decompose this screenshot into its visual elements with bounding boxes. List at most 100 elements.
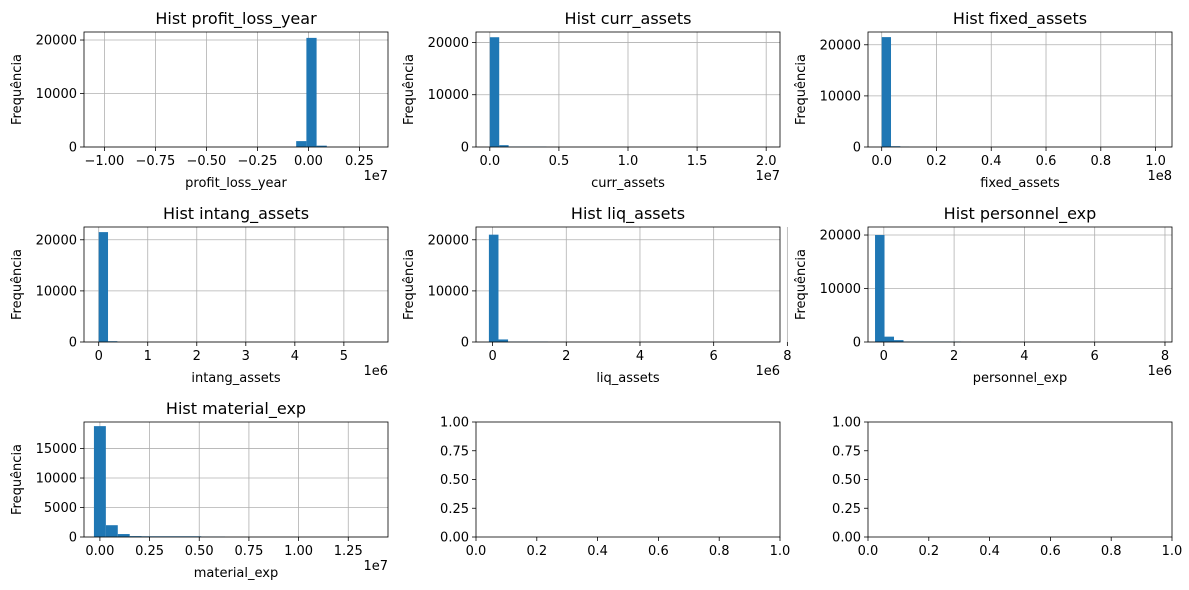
x-tick-label: 1.0 — [770, 544, 791, 559]
y-tick-label: 10000 — [428, 88, 469, 103]
x-tick-label: 0.00 — [294, 154, 323, 169]
y-tick-label: 0.00 — [832, 531, 861, 546]
x-tick-label: 6 — [1091, 349, 1099, 364]
x-tick-label: 0.0 — [871, 154, 892, 169]
x-offset-text: 1e6 — [363, 364, 388, 379]
x-tick-label: 0.5 — [549, 154, 570, 169]
y-tick-label: 0 — [69, 531, 77, 546]
x-tick-label: 0.4 — [587, 544, 608, 559]
x-tick-label: 0.0 — [858, 544, 879, 559]
x-axis-label: material_exp — [194, 566, 278, 581]
y-axis-label: Frequência — [402, 54, 417, 125]
x-tick-label: 0.50 — [185, 544, 214, 559]
x-offset-text: 1e7 — [363, 559, 388, 574]
subplot-title: Hist liq_assets — [571, 204, 685, 224]
x-tick-label: 0.2 — [918, 544, 939, 559]
x-axis-label: intang_assets — [191, 371, 281, 386]
subplot-1: −1.00 −0.75 −0.50 −0.25 0.00 0.25 0 10000 20000 H… — [10, 9, 389, 191]
axes-frame — [83, 226, 389, 343]
x-tick-label: 0.2 — [926, 154, 947, 169]
histogram-bar — [129, 536, 142, 537]
y-tick-label: 0 — [461, 141, 469, 156]
histogram-bar — [316, 145, 327, 147]
subplot-title: Hist curr_assets — [565, 9, 692, 29]
axes-frame — [83, 421, 389, 538]
x-tick-label: 2 — [193, 349, 201, 364]
y-tick-label: 20000 — [36, 34, 77, 49]
y-tick-label: 5000 — [44, 501, 77, 516]
x-tick-label: 3 — [242, 349, 250, 364]
x-offset-text: 1e7 — [363, 169, 388, 184]
x-tick-label: 1 — [144, 349, 152, 364]
y-tick-label: 0 — [69, 141, 77, 156]
x-tick-label: 0.8 — [709, 544, 730, 559]
axes-frame — [867, 421, 1173, 538]
x-tick-label: 0 — [95, 349, 103, 364]
x-tick-label: 8 — [1161, 349, 1169, 364]
x-tick-label: 0.0 — [466, 544, 487, 559]
histogram-bar — [499, 145, 509, 147]
x-tick-label: 1.00 — [284, 544, 313, 559]
y-tick-label: 1.00 — [832, 416, 861, 431]
y-tick-label: 20000 — [428, 36, 469, 51]
y-axis-label: Frequência — [10, 249, 25, 320]
subplot-9: 0.0 0.2 0.4 0.6 0.8 1.0 0.00 0.25 0.50 0.75 1.00 — [832, 416, 1182, 560]
y-axis-label: Frequência — [794, 54, 809, 125]
axes-frame — [867, 226, 1173, 343]
y-tick-label: 0.50 — [440, 473, 469, 488]
y-axis-label: Frequência — [402, 249, 417, 320]
x-axis-label: curr_assets — [591, 176, 665, 191]
x-tick-label: 1.0 — [1162, 544, 1183, 559]
x-axis-label: fixed_assets — [980, 176, 1060, 191]
y-tick-label: 20000 — [36, 233, 77, 248]
y-tick-label: 0.25 — [440, 502, 469, 517]
y-tick-label: 10000 — [36, 472, 77, 487]
subplot-6: 0 2 4 6 8 0 10000 20000 Hist personnel_expperson… — [794, 204, 1173, 386]
x-tick-label: −0.75 — [135, 154, 175, 169]
histogram-bar — [884, 336, 895, 342]
histogram-bar — [117, 534, 130, 537]
y-axis-label: Frequência — [10, 444, 25, 515]
x-tick-label: 0.6 — [1040, 544, 1061, 559]
x-tick-label: 0.6 — [648, 544, 669, 559]
subplot-title: Hist material_exp — [166, 399, 306, 419]
y-tick-label: 1.00 — [440, 416, 469, 431]
y-axis-label: Frequência — [10, 54, 25, 125]
x-offset-text: 1e6 — [1147, 364, 1172, 379]
histogram-bar — [881, 37, 892, 147]
y-tick-label: 0.75 — [440, 444, 469, 459]
x-offset-text: 1e7 — [755, 169, 780, 184]
y-tick-label: 0.00 — [440, 531, 469, 546]
subplot-4: 0 1 2 3 4 5 0 10000 20000 Hist intang_assetsintan… — [10, 204, 389, 386]
y-tick-label: 10000 — [428, 284, 469, 299]
x-tick-label: 0.00 — [85, 544, 114, 559]
axes-frame — [475, 226, 781, 343]
x-tick-label: 2 — [950, 349, 958, 364]
x-tick-label: 0.8 — [1101, 544, 1122, 559]
y-tick-label: 10000 — [820, 89, 861, 104]
x-axis-label: liq_assets — [596, 371, 660, 386]
x-offset-text: 1e8 — [1147, 169, 1172, 184]
x-tick-label: −0.25 — [238, 154, 278, 169]
x-tick-label: 4 — [636, 349, 644, 364]
histogram-bar — [296, 141, 307, 147]
subplot-3: 0.0 0.2 0.4 0.6 0.8 1.0 0 10000 20000 Hist fixed_… — [794, 9, 1173, 191]
x-tick-label: 0 — [488, 349, 496, 364]
x-tick-label: 8 — [783, 349, 791, 364]
y-tick-label: 10000 — [36, 87, 77, 102]
x-tick-label: 1.0 — [1145, 154, 1166, 169]
subplot-title: Hist fixed_assets — [953, 9, 1087, 29]
x-tick-label: 0.75 — [234, 544, 263, 559]
y-tick-label: 20000 — [820, 38, 861, 53]
x-tick-label: 1.0 — [618, 154, 639, 169]
x-axis-label: profit_loss_year — [185, 176, 287, 191]
x-tick-label: 4 — [1020, 349, 1028, 364]
histogram-bar — [105, 525, 118, 537]
x-tick-label: 0.8 — [1090, 154, 1111, 169]
histogram-bar — [306, 37, 317, 147]
histogram-bar — [488, 234, 499, 342]
y-tick-label: 10000 — [820, 282, 861, 297]
x-tick-label: 0.6 — [1036, 154, 1057, 169]
y-tick-label: 0 — [461, 336, 469, 351]
